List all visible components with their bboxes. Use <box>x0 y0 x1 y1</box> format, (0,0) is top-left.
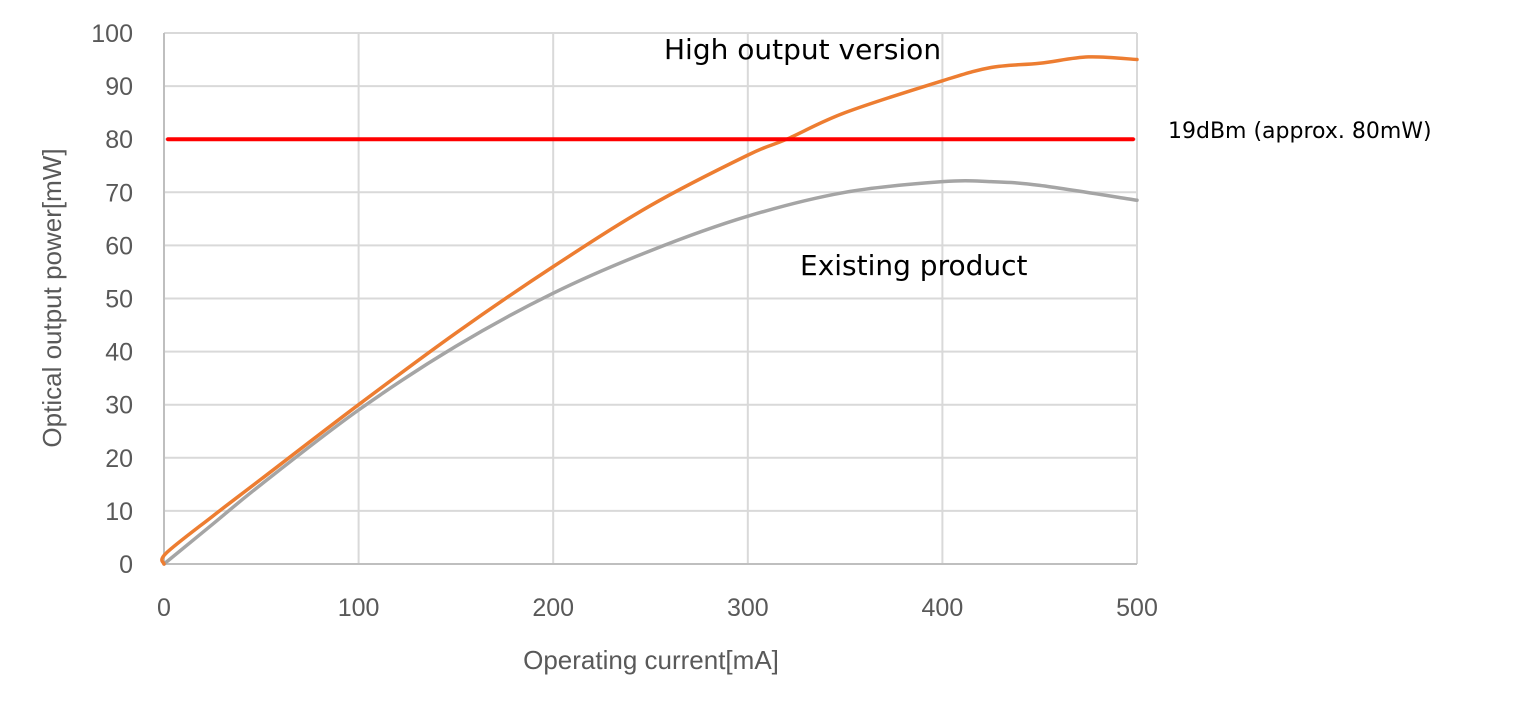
x-tick-label: 300 <box>727 594 769 622</box>
series-existing-product <box>162 178 1139 566</box>
x-tick-label: 400 <box>922 594 964 622</box>
y-tick-label: 80 <box>105 126 133 154</box>
y-tick-label: 0 <box>119 551 133 579</box>
annotation-existing-product: Existing product <box>800 249 1028 282</box>
y-axis-ticks: 0 10 20 30 40 50 60 70 80 90 100 <box>91 20 133 579</box>
x-tick-label: 0 <box>157 594 171 622</box>
x-axis-label: Operating current[mA] <box>523 645 779 675</box>
y-tick-label: 90 <box>105 73 133 101</box>
gridlines <box>163 32 1138 565</box>
y-tick-label: 10 <box>105 498 133 526</box>
y-tick-label: 20 <box>105 445 133 473</box>
y-tick-label: 100 <box>91 20 133 48</box>
x-tick-label: 200 <box>532 594 574 622</box>
series-high-output <box>160 55 1139 566</box>
y-tick-label: 70 <box>105 179 133 207</box>
plot-series <box>160 55 1139 566</box>
x-tick-label: 100 <box>338 594 380 622</box>
y-tick-label: 60 <box>105 232 133 260</box>
y-tick-label: 40 <box>105 339 133 367</box>
annotation-high-output: High output version <box>664 33 941 66</box>
annotation-threshold: 19dBm (approx. 80mW) <box>1168 119 1432 144</box>
y-axis-label: Optical output power[mW] <box>37 148 67 447</box>
x-axis-ticks: 0 100 200 300 400 500 <box>157 594 1158 622</box>
x-tick-label: 500 <box>1116 594 1158 622</box>
y-tick-label: 30 <box>105 392 133 420</box>
y-tick-label: 50 <box>105 286 133 314</box>
